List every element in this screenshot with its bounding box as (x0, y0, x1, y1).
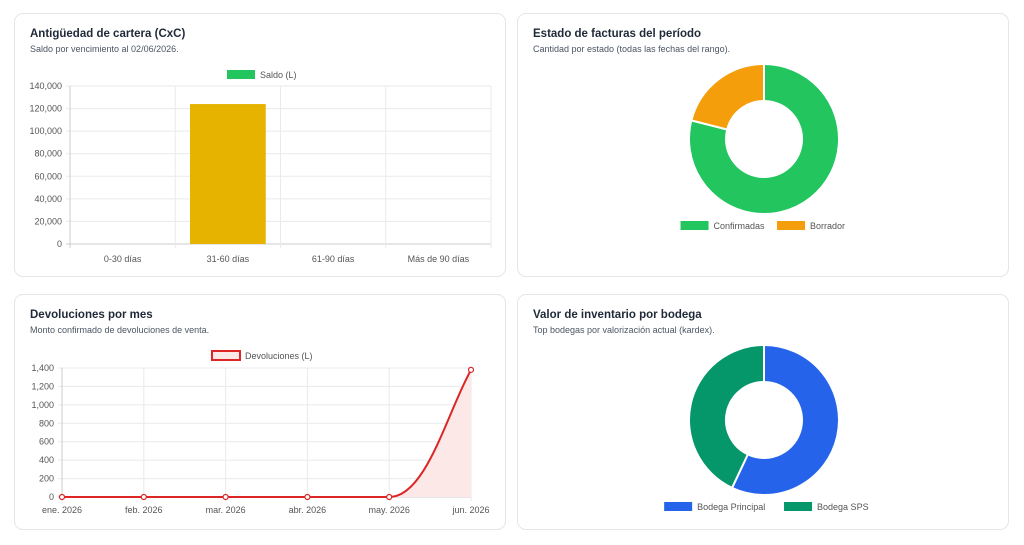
legend-swatch (680, 221, 709, 230)
legend-swatch (784, 502, 813, 511)
y-tick-label: 200 (39, 474, 54, 484)
card-subtitle: Cantidad por estado (todas las fechas de… (533, 44, 731, 54)
legend-swatch (664, 502, 693, 511)
x-tick-label: may. 2026 (369, 505, 410, 515)
y-tick-label: 600 (39, 437, 54, 447)
inventory-value-card: Valor de inventario por bodega Top bodeg… (517, 294, 1009, 530)
series-line (62, 369, 472, 498)
returns-card: Devoluciones por mes Monto confirmado de… (14, 294, 506, 530)
y-tick-label: 80,000 (34, 149, 62, 159)
inventory-doughnut: Bodega Principal Bodega SPS (664, 343, 869, 512)
returns-line-chart: 0 200 400 600 800 1,000 1,200 1,400 ene. 2026 feb… (31, 350, 490, 515)
invoice-status-doughnut: Confirmadas Borrador (680, 62, 845, 231)
slice-bodega-principal (730, 343, 840, 496)
legend-label: Devoluciones (L) (245, 351, 313, 361)
legend-label: Borrador (810, 221, 845, 231)
x-tick-label: feb. 2026 (125, 505, 163, 515)
x-tick-label: 31-60 días (207, 254, 250, 264)
legend-label: Bodega SPS (817, 502, 869, 512)
invoice-status-card: Estado de facturas del período Cantidad … (517, 13, 1009, 277)
y-tick-label: 1,400 (31, 363, 54, 373)
y-tick-label: 0 (49, 492, 54, 502)
x-tick-label: jun. 2026 (451, 505, 489, 515)
y-tick-label: 400 (39, 455, 54, 465)
legend-label: Confirmadas (714, 221, 766, 231)
legend-label: Saldo (L) (260, 70, 297, 80)
card-title: Devoluciones por mes (30, 309, 153, 321)
legend-swatch (777, 221, 806, 230)
card-subtitle: Saldo por vencimiento al 02/06/2026. (30, 44, 179, 54)
y-tick-label: 60,000 (34, 171, 62, 181)
series-area-fill (62, 369, 471, 497)
slice-bodega-sps (688, 343, 765, 490)
aging-card: Antigüedad de cartera (CxC) Saldo por ve… (14, 13, 506, 277)
data-point (58, 493, 66, 501)
card-title: Valor de inventario por bodega (533, 309, 702, 321)
y-tick-label: 140,000 (29, 81, 62, 91)
legend-swatch (227, 70, 255, 79)
data-point (140, 493, 147, 501)
y-tick-label: 800 (39, 418, 54, 428)
slice-confirmadas (688, 62, 840, 215)
x-tick-label: abr. 2026 (289, 505, 327, 515)
y-tick-label: 20,000 (34, 216, 62, 226)
data-point (222, 493, 229, 501)
y-tick-label: 0 (57, 239, 62, 249)
y-tick-label: 120,000 (29, 104, 62, 114)
y-tick-label: 1,000 (31, 400, 54, 410)
card-title: Estado de facturas del período (533, 28, 702, 40)
bar-31-60 (189, 104, 266, 244)
aging-bar-chart: 0 20,000 40,000 60,000 80,000 100,000 120,000 1… (29, 70, 492, 264)
data-point (467, 366, 475, 373)
x-tick-label: 0-30 días (104, 254, 142, 264)
legend-swatch (211, 350, 241, 361)
data-point (386, 493, 393, 501)
data-point (304, 493, 311, 501)
y-tick-label: 1,200 (31, 381, 54, 391)
x-tick-label: 61-90 días (312, 254, 355, 264)
legend-label: Bodega Principal (697, 502, 765, 512)
x-tick-label: ene. 2026 (42, 505, 82, 515)
slice-borrador (690, 62, 765, 131)
card-subtitle: Monto confirmado de devoluciones de vent… (30, 325, 210, 335)
card-title: Antigüedad de cartera (CxC) (30, 28, 186, 40)
x-tick-label: mar. 2026 (206, 505, 246, 515)
x-tick-label: Más de 90 días (408, 254, 470, 264)
card-subtitle: Top bodegas por valorización actual (kar… (533, 325, 715, 335)
y-tick-label: 40,000 (34, 194, 62, 204)
y-tick-label: 100,000 (29, 126, 62, 136)
